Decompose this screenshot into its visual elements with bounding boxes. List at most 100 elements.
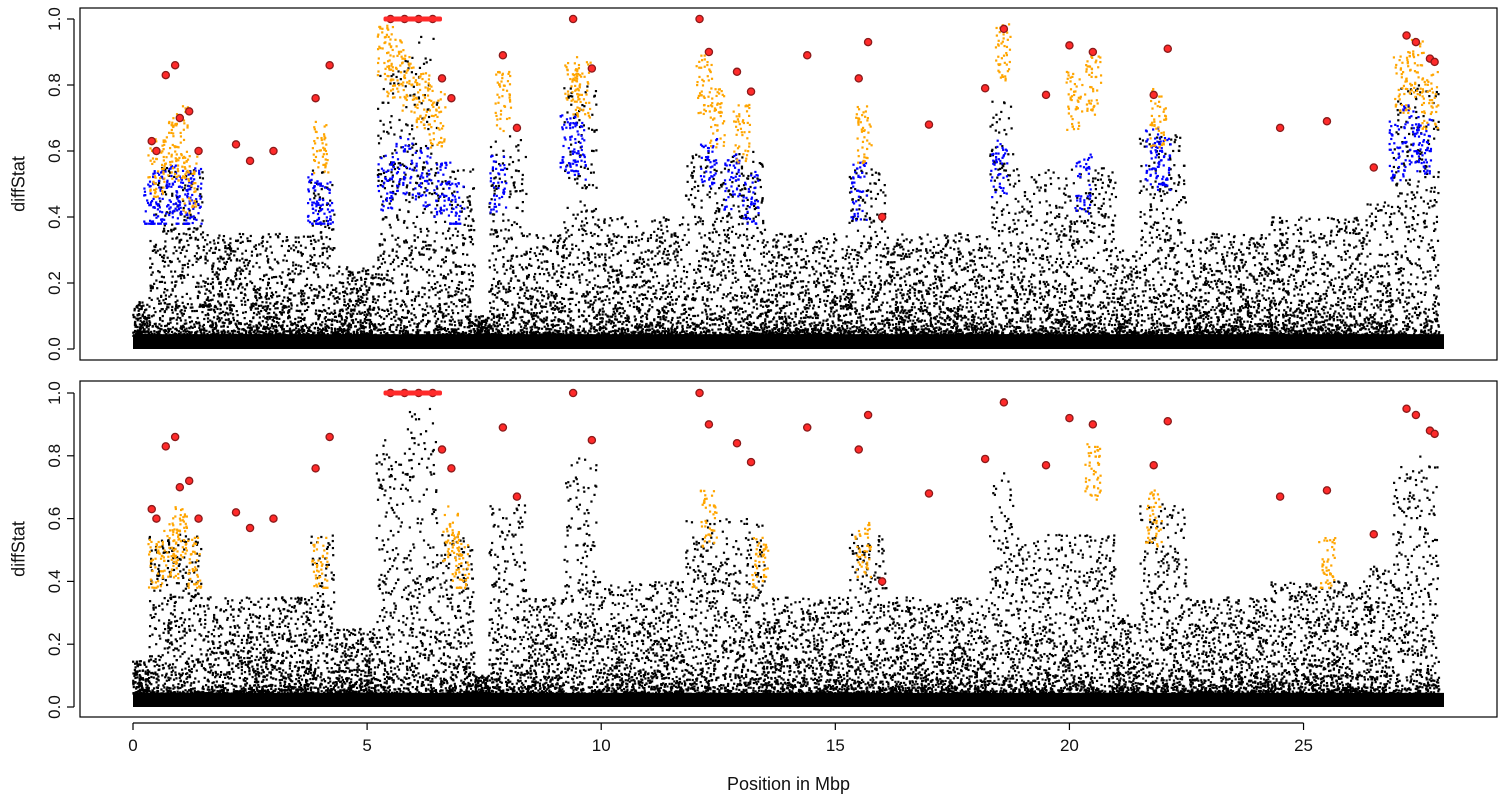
background-point [337, 330, 340, 333]
background-point [169, 321, 172, 324]
background-point [368, 330, 371, 333]
background-point [174, 295, 177, 298]
background-point [223, 241, 226, 244]
background-point [491, 312, 494, 316]
background-point [477, 334, 480, 337]
background-point [437, 197, 440, 200]
background-point [401, 299, 404, 302]
background-point [377, 295, 380, 298]
background-point [422, 62, 426, 65]
background-point [245, 330, 248, 333]
background-point [560, 282, 563, 285]
background-point [395, 310, 398, 313]
background-point [369, 313, 372, 316]
background-point [529, 294, 532, 298]
background-point [569, 324, 572, 327]
background-point [321, 253, 324, 256]
background-point [258, 333, 261, 336]
background-point [430, 286, 433, 289]
background-point [460, 207, 464, 210]
background-point [341, 334, 344, 337]
background-point [135, 317, 138, 320]
background-point [523, 330, 526, 333]
background-point [418, 251, 421, 254]
background-point [301, 313, 304, 316]
background-point [266, 312, 269, 315]
background-point [371, 334, 375, 337]
background-point [143, 322, 147, 326]
background-point [602, 264, 605, 267]
background-point [422, 253, 425, 256]
background-point [500, 298, 503, 301]
background-point [419, 177, 422, 180]
background-point [511, 265, 515, 268]
background-point [288, 287, 291, 290]
background-point [132, 331, 135, 334]
background-point [618, 306, 622, 310]
background-point [292, 278, 295, 281]
background-point [653, 334, 657, 337]
background-point [421, 295, 424, 299]
background-point [179, 310, 182, 313]
background-point [471, 274, 474, 277]
background-point [177, 330, 181, 333]
background-point [445, 249, 448, 252]
background-point [391, 152, 394, 155]
background-point [410, 249, 413, 252]
background-point [331, 334, 334, 337]
background-point [237, 285, 241, 288]
background-point [336, 328, 340, 331]
background-point [236, 330, 239, 334]
background-point [613, 312, 617, 315]
background-point [509, 259, 512, 262]
background-point [313, 238, 316, 242]
background-point [456, 265, 459, 268]
background-point [182, 305, 185, 308]
background-point [551, 265, 555, 268]
background-point [604, 333, 608, 336]
background-point [207, 299, 210, 302]
background-point [404, 280, 407, 283]
background-point [560, 274, 563, 278]
background-point [173, 246, 176, 249]
background-point [185, 175, 188, 178]
background-point [585, 295, 588, 298]
background-point [450, 200, 453, 203]
background-point [438, 334, 441, 337]
background-point [199, 233, 203, 236]
background-point [681, 324, 684, 328]
background-point [310, 289, 313, 292]
background-point [519, 289, 522, 292]
background-point [522, 320, 525, 324]
background-point [560, 267, 563, 270]
background-point [254, 291, 257, 294]
background-point [458, 324, 461, 327]
background-point [313, 334, 316, 337]
background-point [510, 321, 513, 324]
background-point [198, 334, 201, 337]
background-point [518, 279, 521, 282]
background-point [572, 332, 575, 335]
background-point [281, 240, 285, 243]
background-point [634, 239, 637, 242]
background-point [250, 328, 253, 331]
background-point [462, 243, 465, 247]
background-point [472, 263, 475, 266]
background-point [325, 236, 328, 239]
background-point [376, 267, 380, 270]
background-point [429, 58, 432, 62]
background-point [506, 304, 510, 307]
background-point [433, 331, 436, 334]
background-point [638, 266, 641, 270]
background-point [477, 323, 480, 326]
background-point [502, 247, 506, 250]
background-point [166, 334, 170, 337]
background-point [311, 301, 314, 305]
background-point [209, 319, 212, 322]
background-point [469, 235, 473, 239]
background-point [569, 87, 572, 90]
background-point [620, 217, 623, 220]
background-point [569, 302, 572, 306]
background-point [281, 306, 284, 309]
background-point [294, 322, 297, 325]
